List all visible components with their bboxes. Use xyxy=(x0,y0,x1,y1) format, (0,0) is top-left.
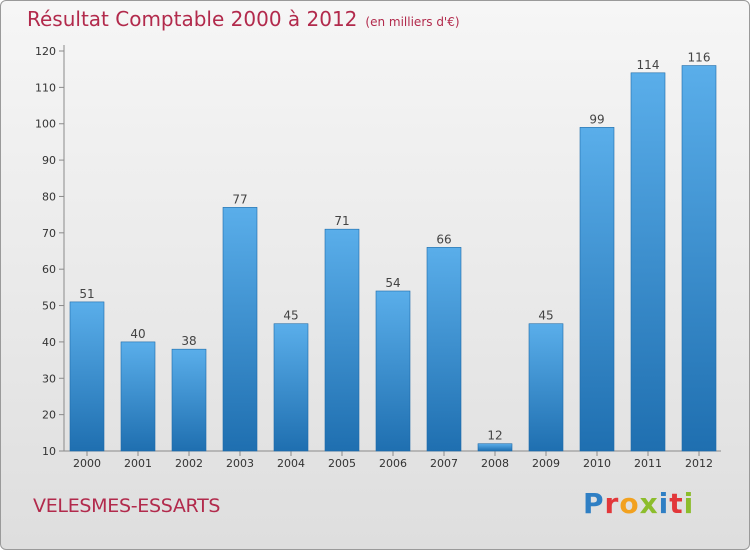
data-label: 12 xyxy=(487,429,502,443)
proxiti-logo[interactable]: Proxiti xyxy=(583,487,694,520)
x-tick-label: 2001 xyxy=(124,457,152,470)
bar-2000 xyxy=(69,301,105,452)
y-tick-label: 90 xyxy=(42,154,56,167)
x-tick-label: 2012 xyxy=(685,457,713,470)
chart-data-labels: 51 40 38 77 45 71 54 66 12 45 99 114 116 xyxy=(79,51,710,443)
chart-title-text: Résultat Comptable 2000 à 2012 xyxy=(27,7,358,31)
x-tick-label: 2008 xyxy=(481,457,509,470)
x-tick-label: 2000 xyxy=(73,457,101,470)
x-tick-label: 2006 xyxy=(379,457,407,470)
bar-2011 xyxy=(630,72,666,452)
logo-letter: i xyxy=(683,487,695,520)
bar-2008 xyxy=(477,443,513,452)
data-label: 51 xyxy=(79,287,94,301)
y-tick-label: 30 xyxy=(42,372,56,385)
x-tick-label: 2010 xyxy=(583,457,611,470)
y-tick-label: 70 xyxy=(42,227,56,240)
bar-2007 xyxy=(426,247,462,452)
x-tick-label: 2002 xyxy=(175,457,203,470)
x-tick-label: 2009 xyxy=(532,457,560,470)
y-tick-label: 80 xyxy=(42,190,56,203)
logo-letter: t xyxy=(669,487,684,520)
data-label: 66 xyxy=(436,232,451,246)
data-label: 54 xyxy=(385,276,400,290)
logo-letter: P xyxy=(583,487,605,520)
bar-2004 xyxy=(273,323,309,452)
y-tick-label: 110 xyxy=(35,81,56,94)
logo-letter: x xyxy=(639,487,659,520)
bar-2006 xyxy=(375,290,411,452)
commune-name: VELESMES-ESSARTS xyxy=(33,495,221,517)
chart-axes: 10 20 30 40 50 60 70 80 90 100 110 120 2000 2001 2002 2… xyxy=(35,45,721,470)
y-tick-label: 50 xyxy=(42,300,56,313)
data-label: 40 xyxy=(130,327,145,341)
data-label: 45 xyxy=(283,309,298,323)
data-label: 116 xyxy=(688,51,711,65)
x-tick-label: 2003 xyxy=(226,457,254,470)
x-tick-label: 2004 xyxy=(277,457,305,470)
bar-2009 xyxy=(528,323,564,452)
chart-title: Résultat Comptable 2000 à 2012 (en millie… xyxy=(27,7,460,31)
data-label: 71 xyxy=(334,214,349,228)
bar-2002 xyxy=(171,348,207,452)
data-label: 77 xyxy=(232,192,247,206)
data-label: 38 xyxy=(181,334,196,348)
y-tick-label: 60 xyxy=(42,263,56,276)
y-tick-label: 40 xyxy=(42,336,56,349)
bar-2005 xyxy=(324,228,360,452)
logo-letter: r xyxy=(604,487,620,520)
y-tick-label: 120 xyxy=(35,45,56,58)
bar-2001 xyxy=(120,341,156,452)
y-tick-label: 10 xyxy=(42,445,56,458)
y-tick-label: 20 xyxy=(42,409,56,422)
bar-2012 xyxy=(681,65,717,452)
data-label: 114 xyxy=(637,58,660,72)
bar-2003 xyxy=(222,207,258,452)
x-tick-label: 2005 xyxy=(328,457,356,470)
x-tick-label: 2011 xyxy=(634,457,662,470)
data-label: 99 xyxy=(589,112,604,126)
data-label: 45 xyxy=(538,309,553,323)
chart-unit-note: (en milliers d'€) xyxy=(365,15,460,29)
x-tick-label: 2007 xyxy=(430,457,458,470)
logo-letter: i xyxy=(658,487,670,520)
logo-letter: o xyxy=(619,487,640,520)
bar-2010 xyxy=(579,127,615,452)
chart-bars xyxy=(69,65,717,452)
y-tick-label: 100 xyxy=(35,118,56,131)
